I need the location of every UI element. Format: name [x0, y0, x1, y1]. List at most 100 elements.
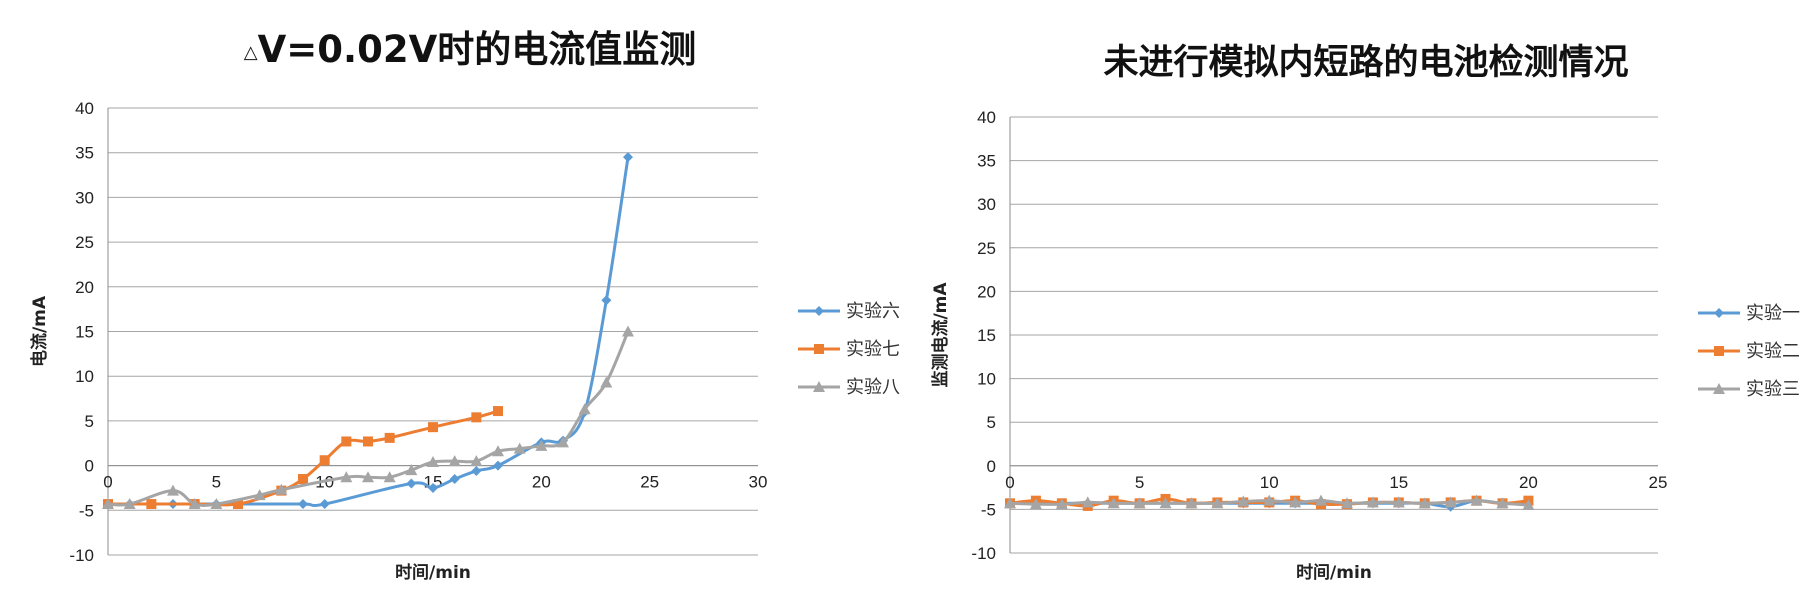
- data-point: [405, 464, 418, 476]
- data-point: [1289, 496, 1302, 508]
- data-point: [1211, 497, 1224, 509]
- data-point: [492, 445, 504, 457]
- data-point: [1133, 497, 1146, 509]
- data-point: [298, 499, 308, 510]
- data-point: [298, 474, 308, 485]
- data-point: [1081, 496, 1094, 508]
- data-point: [1004, 497, 1016, 509]
- data-point: [470, 455, 483, 467]
- data-point: [1237, 495, 1250, 507]
- data-point: [535, 439, 548, 451]
- chart-title: 未进行模拟内短路的电池检测情况: [1103, 43, 1628, 83]
- data-point: [123, 498, 136, 510]
- data-point: [340, 471, 353, 483]
- data-point: [319, 455, 330, 466]
- data-point: [1366, 496, 1379, 508]
- x-tick-label: 0: [103, 473, 112, 492]
- data-point: [1107, 497, 1120, 509]
- y-tick-label: 20: [977, 282, 996, 301]
- y-tick-label: -5: [981, 500, 996, 519]
- legend-marker: [1714, 308, 1724, 318]
- data-point: [1340, 497, 1353, 509]
- data-point: [471, 412, 482, 423]
- legend-item: 实验二: [1698, 341, 1800, 362]
- legend-item: 实验七: [798, 339, 900, 360]
- data-point: [406, 478, 417, 489]
- y-tick-label: 15: [75, 323, 94, 342]
- legend-item: 实验八: [798, 377, 900, 398]
- y-tick-label: 10: [75, 367, 94, 386]
- gridlines: [1010, 116, 1658, 554]
- legend-label: 实验七: [846, 339, 900, 360]
- chart-title: △V=0.02V时的电流值监测: [244, 28, 696, 71]
- y-tick-label: 40: [977, 108, 996, 127]
- x-tick-label: 0: [1005, 473, 1014, 492]
- data-point: [493, 460, 503, 471]
- data-point: [1418, 497, 1431, 509]
- y-tick-label: -10: [971, 544, 996, 563]
- data-point: [1029, 498, 1042, 510]
- data-point: [1055, 498, 1068, 510]
- data-point: [623, 152, 633, 163]
- data-point: [428, 482, 438, 493]
- legend-marker: [814, 306, 824, 316]
- legend-label: 实验八: [846, 377, 900, 398]
- data-point: [1315, 494, 1328, 506]
- data-point: [513, 442, 526, 454]
- y-axis-label: 电流/mA: [29, 295, 50, 367]
- data-point: [557, 436, 569, 448]
- data-point: [1263, 494, 1276, 506]
- data-point: [1470, 494, 1483, 506]
- x-tick-label: 15: [1389, 473, 1408, 492]
- legend-item: 实验三: [1698, 379, 1800, 400]
- y-tick-label: 25: [75, 233, 94, 252]
- legend-label: 实验一: [1746, 303, 1800, 324]
- data-point: [167, 484, 179, 496]
- data-point: [622, 325, 634, 337]
- data-point: [341, 436, 352, 447]
- chart-2: 未进行模拟内短路的电池检测情况 -10 -5 0 5 10 15 20 25 30 35 40 0 5 10…: [930, 43, 1800, 583]
- data-point: [210, 498, 223, 510]
- y-tick-label: 35: [75, 144, 94, 163]
- legend-item: 实验一: [1698, 303, 1800, 324]
- y-tick-label: -5: [79, 501, 94, 520]
- legend-label: 实验六: [846, 301, 900, 322]
- y-axis-label: 监测电流/mA: [930, 282, 951, 388]
- chart-title-prefix: △: [244, 42, 258, 63]
- data-point: [384, 432, 395, 443]
- x-axis-label: 时间/min: [1296, 562, 1372, 583]
- legend-item: 实验六: [798, 301, 900, 322]
- x-tick-label: 25: [640, 473, 659, 492]
- y-tick-label: 0: [987, 457, 996, 476]
- y-tick-label: 5: [987, 413, 996, 432]
- legend-label: 实验三: [1746, 379, 1800, 400]
- legend-marker: [813, 381, 825, 392]
- x-tick-label: 10: [1260, 473, 1279, 492]
- data-point: [428, 422, 438, 433]
- y-tick-label: 20: [75, 278, 94, 297]
- data-point: [449, 474, 460, 485]
- y-tick-label: 15: [977, 326, 996, 345]
- data-point: [362, 471, 374, 483]
- series-3: [1004, 494, 1535, 511]
- data-point: [275, 483, 288, 495]
- x-tick-label: 20: [1519, 473, 1538, 492]
- y-tick-label: 30: [977, 195, 996, 214]
- series-3: [102, 325, 634, 510]
- x-tick-label: 5: [1135, 473, 1144, 492]
- y-tick-label: 5: [85, 412, 94, 431]
- data-point: [253, 489, 266, 501]
- x-tick-label: 30: [749, 473, 768, 492]
- data-point: [319, 499, 330, 510]
- data-point: [233, 499, 243, 510]
- y-tick-label: 0: [85, 457, 94, 476]
- data-point: [448, 455, 461, 467]
- data-point: [146, 499, 157, 510]
- legend-label: 实验二: [1746, 341, 1800, 362]
- data-point: [1159, 497, 1172, 509]
- y-tick-label: 10: [977, 370, 996, 389]
- chart-title-text: V=0.02V时的电流值监测: [258, 28, 697, 71]
